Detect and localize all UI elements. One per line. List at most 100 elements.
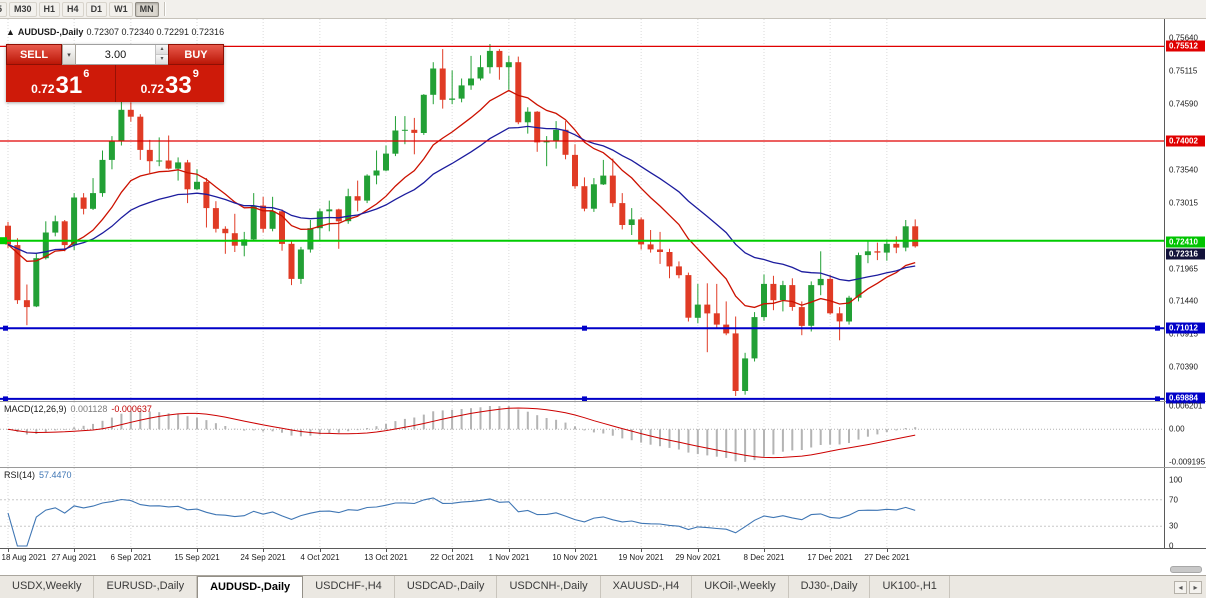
timeframe-button-m30[interactable]: M30 (9, 1, 37, 17)
price-badge: 0.75512 (1166, 40, 1205, 52)
time-label: 24 Sep 2021 (240, 553, 286, 562)
timeframe-button-mn[interactable]: MN (134, 1, 159, 17)
sell-price-base: 0.72 (31, 82, 55, 96)
time-label: 1 Nov 2021 (488, 553, 530, 562)
macd-scale-label: 0.00 (1169, 424, 1185, 434)
sell-price-display[interactable]: 0.72 31 6 (6, 65, 116, 102)
price-tick: 0.73015 (1169, 198, 1198, 208)
price-tick: 0.70390 (1169, 362, 1198, 372)
time-tick (698, 549, 699, 552)
price-tick: 0.71965 (1169, 264, 1198, 274)
price-badge: 0.71012 (1166, 322, 1205, 334)
rsi-indicator-label: RSI(14) 57.4470 (4, 470, 72, 480)
sell-button[interactable]: SELL (6, 44, 62, 65)
time-tick (575, 549, 576, 552)
time-tick (509, 549, 510, 552)
rsi-scale-label: 100 (1169, 475, 1183, 485)
tab-scroll-right-button[interactable]: ▸ (1189, 580, 1202, 594)
time-tick (74, 549, 75, 552)
chart-tab-bar: USDX,Weekly EURUSD-,Daily AUDUSD-,Daily USD… (0, 575, 1206, 598)
timeframe-toolbar: 5M30H1H4D1W1MN (0, 0, 1206, 19)
time-tick (764, 549, 765, 552)
chart-tab-usdcnh-daily[interactable]: USDCNH-,Daily (497, 576, 601, 598)
chevron-down-icon: ▾ (67, 51, 71, 59)
time-tick (263, 549, 264, 552)
rsi-name: RSI(14) (4, 470, 36, 480)
time-tick (830, 549, 831, 552)
chart-ohlc-values: 0.72307 0.72340 0.72291 0.72316 (86, 27, 225, 37)
volume-input[interactable] (76, 45, 155, 64)
price-tick: 0.75640 (1169, 33, 1198, 43)
time-tick (320, 549, 321, 552)
price-tick: 0.73540 (1169, 165, 1198, 175)
time-label: 29 Nov 2021 (675, 553, 721, 562)
time-label: 17 Dec 2021 (807, 553, 853, 562)
timeframe-button-h1[interactable]: H1 (38, 1, 61, 17)
rsi-scale-label: 30 (1169, 521, 1178, 531)
price-badge: 0.69884 (1166, 392, 1205, 404)
macd-canvas[interactable] (0, 402, 1164, 467)
rsi-scale-label: 70 (1169, 495, 1178, 505)
macd-scale-label: -0.009195 (1169, 457, 1206, 467)
macd-scale: 0.006201 0.00 -0.009195 (1166, 402, 1206, 467)
chart-tab-usdchf-h4[interactable]: USDCHF-,H4 (303, 576, 395, 598)
chart-tab-dj30-daily[interactable]: DJ30-,Daily (789, 576, 871, 598)
time-label: 27 Aug 2021 (51, 553, 97, 562)
time-label: 15 Sep 2021 (174, 553, 220, 562)
timeframe-button-h4[interactable]: H4 (62, 1, 84, 17)
timeframe-button-5[interactable]: 5 (0, 1, 8, 17)
chart-tabs: USDX,Weekly EURUSD-,Daily AUDUSD-,Daily USD… (0, 576, 950, 598)
buy-price-display[interactable]: 0.72 33 9 (115, 65, 224, 102)
price-tick: 0.71440 (1169, 296, 1198, 306)
volume-field: ▴ ▾ (76, 44, 168, 65)
horizontal-scrollbar-thumb[interactable] (1170, 566, 1202, 573)
time-label: 22 Oct 2021 (430, 553, 474, 562)
chart-title: ▲ AUDUSD-,Daily 0.72307 0.72340 0.72291 0.… (6, 27, 224, 37)
chart-tab-usdx-weekly[interactable]: USDX,Weekly (0, 576, 95, 598)
one-click-trading-panel: SELL ▾ ▴ ▾ BUY 0.72 31 6 0.72 33 9 (6, 44, 224, 102)
chart-tab-audusd-daily[interactable]: AUDUSD-,Daily (197, 576, 304, 598)
rsi-canvas[interactable] (0, 468, 1164, 548)
time-tick (887, 549, 888, 552)
volume-down-button[interactable]: ▾ (156, 55, 168, 64)
chart-tab-eurusd-daily[interactable]: EURUSD-,Daily (94, 576, 198, 598)
pane-separator-rsi[interactable] (0, 467, 1206, 468)
buy-price-pips: 33 (165, 72, 192, 99)
chart-tab-ukoil-weekly[interactable]: UKOil-,Weekly (692, 576, 789, 598)
macd-indicator-label: MACD(12,26,9) 0.001128 -0.000637 (4, 404, 152, 414)
pane-separator-macd[interactable] (0, 401, 1206, 402)
rsi-scale-label: 0 (1169, 541, 1174, 551)
price-chart-canvas[interactable] (0, 19, 1164, 401)
sell-price-point: 6 (83, 68, 90, 80)
price-scale-separator[interactable] (1164, 19, 1165, 548)
time-label: 19 Nov 2021 (618, 553, 664, 562)
volume-spinner: ▴ ▾ (155, 45, 168, 64)
toolbar-separator (163, 2, 166, 16)
volume-up-button[interactable]: ▴ (156, 45, 168, 55)
chart-tab-uk100-h1[interactable]: UK100-,H1 (870, 576, 950, 598)
price-badge: 0.72316 (1166, 248, 1205, 260)
price-scale[interactable]: 0.75640 0.75115 0.74590 0.73540 0.73015 0.719… (1166, 19, 1206, 404)
trade-panel-collapse-icon[interactable]: ▲ (6, 27, 15, 37)
price-tick: 0.74590 (1169, 99, 1198, 109)
time-tick (131, 549, 132, 552)
volume-options-button[interactable]: ▾ (62, 44, 76, 65)
chart-tab-xauusd-h4[interactable]: XAUUSD-,H4 (601, 576, 693, 598)
price-badge: 0.72410 (1166, 236, 1205, 248)
time-axis[interactable]: 18 Aug 2021 27 Aug 2021 6 Sep 2021 15 Sep 2… (0, 549, 1164, 564)
time-label: 6 Sep 2021 (110, 553, 152, 562)
rsi-scale: 100 70 30 0 (1166, 468, 1206, 551)
price-tick: 0.75115 (1169, 66, 1198, 76)
trade-controls-row: SELL ▾ ▴ ▾ BUY (6, 44, 224, 65)
time-label: 27 Dec 2021 (864, 553, 910, 562)
time-label: 10 Nov 2021 (552, 553, 598, 562)
timeframe-button-d1[interactable]: D1 (85, 1, 108, 17)
chart-tab-usdcad-daily[interactable]: USDCAD-,Daily (395, 576, 498, 598)
timeframe-button-w1[interactable]: W1 (109, 1, 133, 17)
buy-button[interactable]: BUY (168, 44, 224, 65)
macd-main-value: 0.001128 (70, 404, 108, 414)
tab-scroll-left-button[interactable]: ◂ (1174, 580, 1187, 594)
time-label: 8 Dec 2021 (743, 553, 785, 562)
chart-symbol-label: AUDUSD-,Daily (17, 27, 84, 37)
